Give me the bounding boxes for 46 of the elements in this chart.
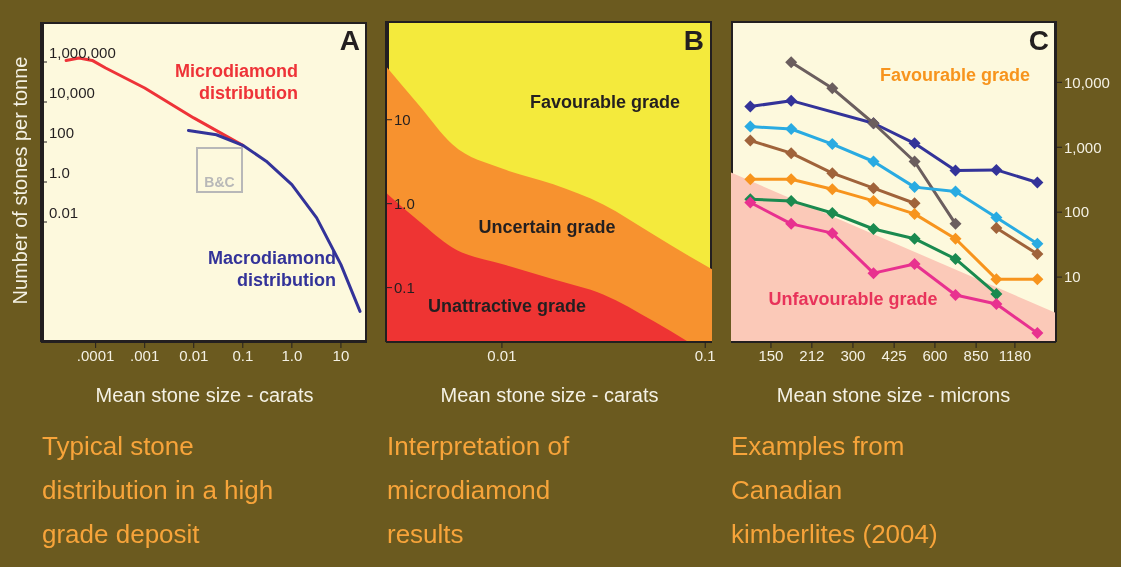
x-tick-label: 300: [840, 346, 866, 364]
x-tick-label: 212: [799, 346, 825, 364]
y-tick-label: 1,000: [1064, 138, 1102, 156]
x-tick-label: .0001: [76, 346, 115, 364]
y-tick-label: 1.0: [394, 195, 415, 212]
x-tick-label: 0.01: [179, 346, 209, 364]
x-tick-label: 0.1: [232, 346, 254, 364]
x-tick-label: .001: [130, 346, 160, 364]
annotation: C: [1027, 25, 1049, 57]
y-tick-label: 1.0: [49, 164, 70, 182]
x-tick-label: 1180: [998, 346, 1032, 364]
x-tick-label: 850: [963, 346, 989, 364]
text: Interpretation of microdiamond results: [387, 430, 571, 551]
series-label: Unattractive grade: [426, 295, 588, 317]
y-tick-label: 0.1: [394, 278, 415, 296]
y-tick-label: 10: [394, 111, 411, 129]
x-axis-title: Mean stone size - microns: [775, 384, 1012, 407]
annotation: A: [338, 25, 360, 57]
x-tick-label: 0.01: [487, 346, 517, 364]
text: Typical stone distribution in a high grade deposit: [42, 430, 275, 551]
series-label: Uncertain grade: [477, 216, 617, 238]
x-tick-label: 600: [922, 346, 948, 364]
series-label: Macrodiamond distribution: [207, 247, 336, 291]
x-tick-label: 1.0: [281, 346, 303, 364]
x-tick-label: 0.1: [694, 346, 716, 364]
y-axis-title: Number of stones per tonne: [8, 55, 32, 307]
y-tick-label: 10: [1064, 268, 1081, 286]
annotation: Favourable grade: [878, 65, 1031, 86]
x-axis-title: Mean stone size - carats: [94, 384, 315, 407]
series-label: Microdiamond distribution: [174, 60, 298, 104]
annotation: B: [682, 25, 704, 57]
series-label: Unfavourable grade: [767, 288, 939, 310]
y-tick-label: 10,000: [49, 84, 95, 102]
y-tick-label: 100: [1064, 203, 1090, 221]
box-outline: B&C: [196, 147, 243, 193]
y-tick-label: 0.01: [49, 204, 79, 222]
x-tick-label: 150: [758, 346, 784, 364]
text: Examples from Canadian kimberlites (2004): [731, 430, 939, 551]
x-axis-title: Mean stone size - carats: [439, 384, 660, 407]
y-tick-label: 1,000,000: [49, 44, 116, 62]
x-tick-label: 10: [332, 346, 350, 364]
y-tick-label: 100: [49, 124, 75, 142]
annotation: Favourable grade: [528, 92, 681, 113]
annotation: B&C: [204, 173, 235, 191]
y-tick-label: 10,000: [1064, 73, 1110, 91]
x-tick-label: 425: [881, 346, 907, 364]
